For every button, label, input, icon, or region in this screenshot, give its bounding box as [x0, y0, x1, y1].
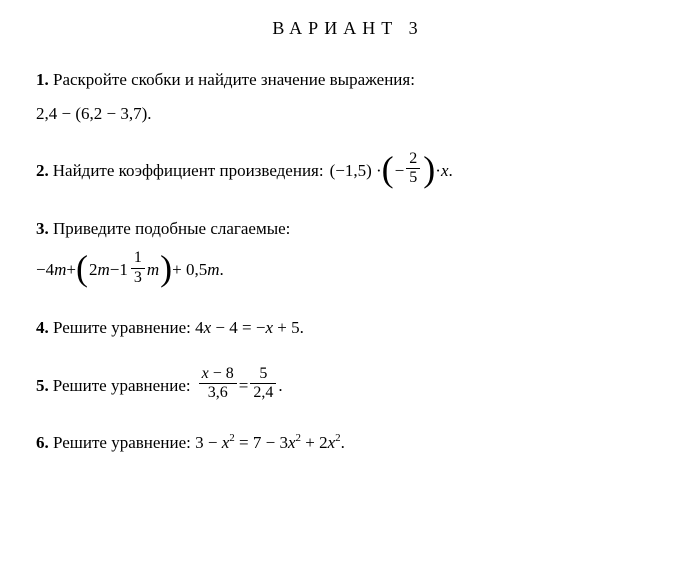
problem-4-prompt: Решите уравнение:: [53, 318, 195, 337]
p2-fraction: 2 5: [406, 150, 420, 188]
p6-d: .: [341, 433, 345, 452]
p4-c: + 5.: [273, 318, 304, 337]
p2-lhs: (−1,5) ·: [330, 158, 382, 184]
p3-m3: m: [147, 257, 159, 283]
problem-3: 3. Приведите подобные слагаемые: −4 m + …: [36, 216, 660, 289]
problem-3-text: 3. Приведите подобные слагаемые:: [36, 216, 660, 242]
problem-5-expression: x − 8 3,6 = 5 2,4 .: [197, 367, 283, 405]
p6-s2: 2: [296, 432, 302, 444]
problem-2-prompt: Найдите коэффициент произведения:: [53, 158, 324, 184]
problem-4: 4. Решите уравнение: 4x − 4 = −x + 5.: [36, 315, 660, 341]
p2-minus: −: [395, 158, 405, 184]
problem-5-prompt: Решите уравнение:: [53, 373, 191, 399]
p6-x3: x: [328, 433, 336, 452]
problem-5-number: 5.: [36, 373, 49, 399]
problem-3-prompt: Приведите подобные слагаемые:: [53, 219, 290, 238]
p5-eq: =: [239, 373, 249, 399]
p5-right-den: 2,4: [250, 384, 276, 402]
p3-mixed: 1 1 3: [119, 251, 147, 289]
p2-period: .: [448, 158, 452, 184]
p5-left-frac: x − 8 3,6: [199, 365, 237, 403]
p3-frac-num: 1: [131, 249, 145, 268]
p6-x2: x: [288, 433, 296, 452]
p3-plus1: +: [66, 257, 76, 283]
p6-c: + 2: [301, 433, 328, 452]
p3-m4: m: [207, 257, 219, 283]
p2-frac-num: 2: [406, 150, 420, 169]
p3-frac-den: 3: [131, 269, 145, 287]
p3-two: 2: [89, 257, 98, 283]
problem-6: 6. Решите уравнение: 3 − x2 = 7 − 3x2 + …: [36, 430, 660, 456]
p5-left-den: 3,6: [199, 384, 237, 402]
problem-3-expression: −4 m + ( 2 m − 1 1 3 m ) + 0,5 m: [36, 251, 660, 289]
problem-6-prompt: Решите уравнение:: [53, 433, 195, 452]
problem-1-expression: 2,4 − (6,2 − 3,7).: [36, 101, 660, 127]
problem-2-number: 2.: [36, 158, 49, 184]
p6-a: 3 −: [195, 433, 222, 452]
problem-6-number: 6.: [36, 433, 49, 452]
problem-6-expression: 3 − x2 = 7 − 3x2 + 2x2.: [195, 433, 345, 452]
p4-x2: x: [265, 318, 273, 337]
p5-left-num: x − 8: [199, 365, 237, 384]
p6-b: = 7 − 3: [235, 433, 288, 452]
problem-5: 5. Решите уравнение: x − 8 3,6 = 5 2,4 .: [36, 367, 660, 405]
problem-4-expression: 4x − 4 = −x + 5.: [195, 318, 304, 337]
p3-m2: m: [97, 257, 109, 283]
p3-minus: −: [110, 257, 120, 283]
p3-plus2: + 0,5: [172, 257, 207, 283]
p2-frac-den: 5: [406, 169, 420, 187]
p3-fraction: 1 3: [131, 249, 145, 287]
problem-2-line: 2. Найдите коэффициент произведения: (−1…: [36, 152, 660, 190]
p5-right-frac: 5 2,4: [250, 365, 276, 403]
problem-1-text: 1. Раскройте скобки и найдите значение в…: [36, 67, 660, 93]
p3-a: −4: [36, 257, 54, 283]
p3-m1: m: [54, 257, 66, 283]
p2-x: x: [441, 158, 449, 184]
problem-4-number: 4.: [36, 318, 49, 337]
p6-s1: 2: [229, 432, 235, 444]
problem-5-line: 5. Решите уравнение: x − 8 3,6 = 5 2,4 .: [36, 367, 660, 405]
problem-1-number: 1.: [36, 70, 49, 89]
problem-1-prompt: Раскройте скобки и найдите значение выра…: [53, 70, 415, 89]
problem-2: 2. Найдите коэффициент произведения: (−1…: [36, 152, 660, 190]
p3-period: .: [220, 257, 224, 283]
p5-ln-b: − 8: [209, 365, 234, 382]
p5-period: .: [278, 373, 282, 399]
p4-b: − 4 = −: [211, 318, 265, 337]
p3-whole: 1: [119, 257, 128, 283]
p5-x: x: [202, 365, 209, 382]
problem-3-number: 3.: [36, 219, 49, 238]
variant-title: ВАРИАНТ 3: [36, 18, 660, 39]
problem-2-expression: (−1,5) · ( − 2 5 ) · x .: [330, 152, 453, 190]
p6-s3: 2: [335, 432, 341, 444]
p3-paren: ( 2 m − 1 1 3 m ): [76, 251, 172, 289]
p4-a: 4: [195, 318, 204, 337]
problem-1: 1. Раскройте скобки и найдите значение в…: [36, 67, 660, 126]
p5-right-num: 5: [250, 365, 276, 384]
p2-paren: ( − 2 5 ): [382, 152, 436, 190]
